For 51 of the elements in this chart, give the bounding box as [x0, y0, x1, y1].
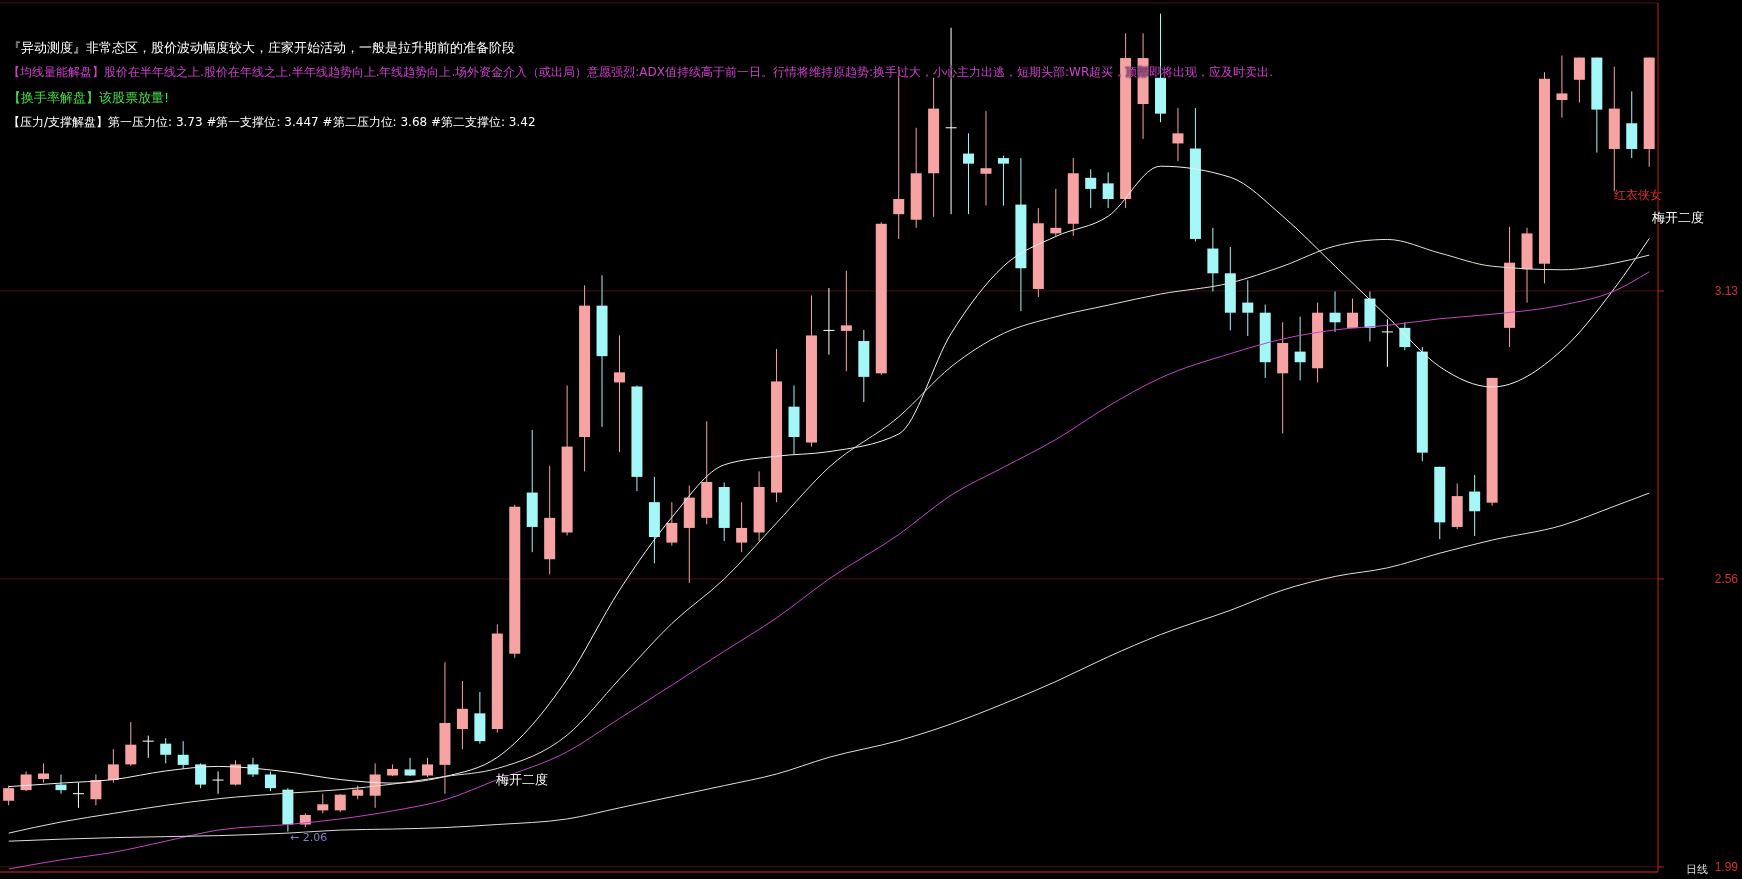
- candlestick: [160, 737, 172, 764]
- annotation: 【换手率解盘】该股票放量!: [8, 90, 170, 106]
- candlestick: [1469, 474, 1481, 537]
- annotation: 红衣侠女: [1614, 188, 1662, 203]
- candlestick: [1556, 55, 1568, 119]
- line-series: [8, 492, 1650, 842]
- text: 日线: [1686, 863, 1708, 877]
- candlestick: [1381, 318, 1394, 368]
- y-tick-label: 1.99: [1714, 859, 1739, 874]
- candlestick: [736, 501, 748, 553]
- candlestick: [212, 770, 225, 795]
- candlestick: [125, 721, 137, 767]
- candlestick: [230, 759, 242, 787]
- candlestick: [1172, 107, 1184, 162]
- candlestick: [1102, 171, 1114, 209]
- candlestick: [55, 773, 67, 795]
- candlestick: [264, 770, 276, 792]
- candlestick: [90, 773, 102, 806]
- candlestick: [945, 27, 958, 215]
- annotation: ← 2.06: [290, 831, 328, 845]
- candlestick: [822, 287, 835, 356]
- candlestick: [840, 270, 852, 372]
- candlestick: [1329, 290, 1341, 333]
- candlestick: [38, 762, 50, 784]
- annotation: 【压力/支撑解盘】第一压力位: 3.73 #第一支撑位: 3.447 #第二压力位: 3.68 #第二支撑位: 3.42: [8, 115, 536, 130]
- y-tick-label: 2.56: [1714, 571, 1739, 586]
- candlestick: [369, 762, 381, 809]
- annotation: 梅开二度: [496, 772, 548, 788]
- candlestick: [613, 334, 625, 453]
- candlestick: [963, 132, 975, 215]
- candlestick: [177, 740, 189, 770]
- candlestick: [72, 782, 85, 809]
- candlestick: [107, 748, 119, 784]
- candlestick: [1294, 316, 1306, 381]
- candlestick: [1085, 168, 1097, 209]
- candlestick: [1242, 279, 1254, 337]
- candlestick: [422, 757, 434, 778]
- candlestick: [142, 735, 155, 759]
- candlestick: [1346, 298, 1358, 329]
- candlestick: [980, 110, 992, 207]
- candlestick: [666, 501, 678, 547]
- y-tick-label: 3.13: [1714, 283, 1739, 298]
- candlestick: [195, 762, 207, 789]
- annotation: 梅开二度: [1652, 210, 1704, 226]
- candlestick: [1573, 57, 1585, 104]
- candlestick: [1050, 188, 1062, 237]
- candlestick: [997, 155, 1009, 207]
- candlestick: [456, 680, 468, 750]
- annotation: 『异动测度』非常态区，股价波动幅度较大，庄家开始活动，一般是拉升期前的准备阶段: [8, 40, 515, 56]
- candlestick: [3, 785, 15, 806]
- candlestick: [317, 793, 329, 814]
